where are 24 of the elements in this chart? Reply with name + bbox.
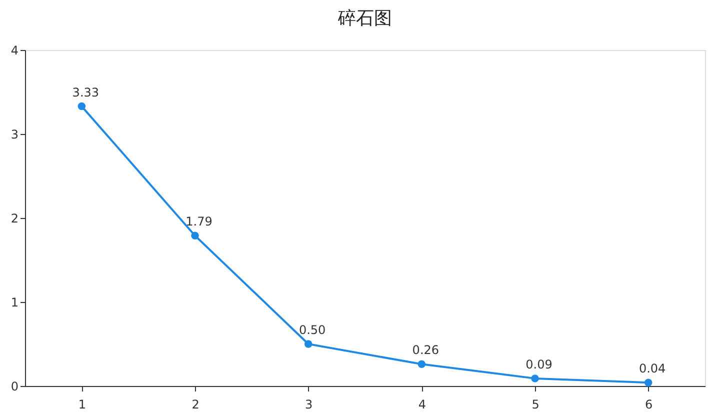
- point: [418, 360, 426, 368]
- x-tick-label: 4: [418, 398, 426, 412]
- x-tick-label: 6: [645, 398, 653, 412]
- data-label: 0.50: [298, 323, 326, 337]
- y-tick-label: 2: [10, 212, 18, 226]
- data-label: 3.33: [72, 85, 100, 100]
- point: [531, 374, 539, 382]
- point: [191, 232, 199, 240]
- point: [304, 340, 312, 348]
- data-label: 0.04: [638, 362, 666, 376]
- data-label: 0.26: [412, 343, 440, 358]
- y-tick-label: 4: [10, 44, 18, 58]
- x-tick-label: 3: [305, 398, 313, 412]
- data-label: 1.79: [186, 214, 212, 229]
- data-label: 0.09: [526, 357, 552, 372]
- x-tick-label: 2: [192, 398, 200, 412]
- y-tick-label: 3: [10, 128, 18, 142]
- x-tick-label: 1: [78, 398, 86, 412]
- point: [78, 102, 86, 110]
- y-tick-label: 0: [10, 380, 18, 394]
- x-tick-label: 5: [532, 398, 540, 412]
- chart-title: 碎石图: [337, 8, 392, 29]
- point: [644, 378, 652, 387]
- y-tick-label: 1: [10, 296, 18, 310]
